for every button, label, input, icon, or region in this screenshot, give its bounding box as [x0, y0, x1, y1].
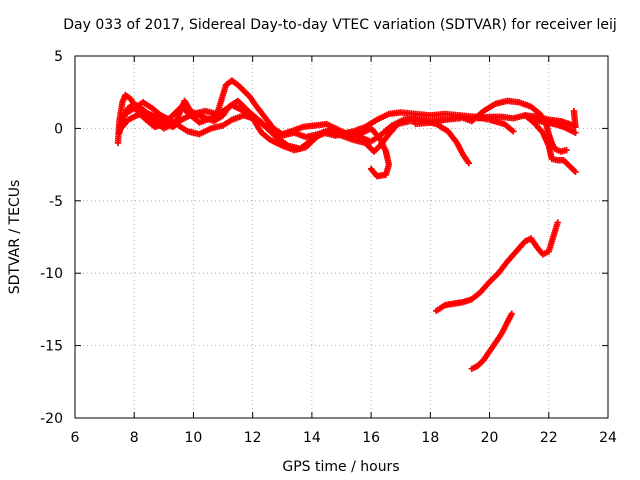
x-tick-label: 22 [540, 430, 558, 446]
data-point [510, 128, 517, 135]
data-point [465, 159, 473, 167]
x-tick-label: 6 [71, 430, 80, 446]
x-tick-label: 16 [362, 430, 380, 446]
x-tick-label: 20 [481, 430, 499, 446]
data-point [570, 107, 578, 115]
series-track-4 [117, 77, 393, 180]
data-points [114, 77, 579, 372]
series-track-9 [433, 219, 561, 315]
series-track-7 [521, 112, 579, 176]
plot-frame [74, 55, 609, 419]
y-axis-label: SDTVAR / TECUs [7, 180, 23, 295]
data-point [508, 310, 515, 317]
axis-ticks: 6 8 10 12 14 16 18 20 22 24 5 0 -5 -10 -15 -20 [40, 49, 617, 446]
y-tick-label: -5 [49, 194, 63, 210]
data-point [572, 129, 579, 136]
y-tick-label: -15 [40, 339, 63, 355]
y-tick-label: -20 [40, 411, 63, 427]
y-tick-label: 0 [54, 121, 63, 137]
x-tick-label: 12 [244, 430, 262, 446]
chart-title: Day 033 of 2017, Sidereal Day-to-day VTE… [63, 17, 617, 33]
data-point [572, 168, 579, 176]
y-tick-label: 5 [54, 49, 63, 65]
series-track-8 [530, 116, 579, 136]
y-tick-label: -10 [40, 266, 63, 282]
data-point [554, 219, 561, 226]
x-tick-label: 10 [185, 430, 203, 446]
x-tick-label: 24 [599, 430, 617, 446]
x-axis-label: GPS time / hours [282, 459, 399, 475]
x-tick-label: 14 [303, 430, 321, 446]
x-tick-label: 8 [130, 430, 139, 446]
data-point [367, 165, 375, 173]
data-point [563, 146, 570, 154]
x-tick-label: 18 [421, 430, 439, 446]
series-track-5 [412, 97, 570, 155]
series-track-10 [468, 310, 515, 372]
